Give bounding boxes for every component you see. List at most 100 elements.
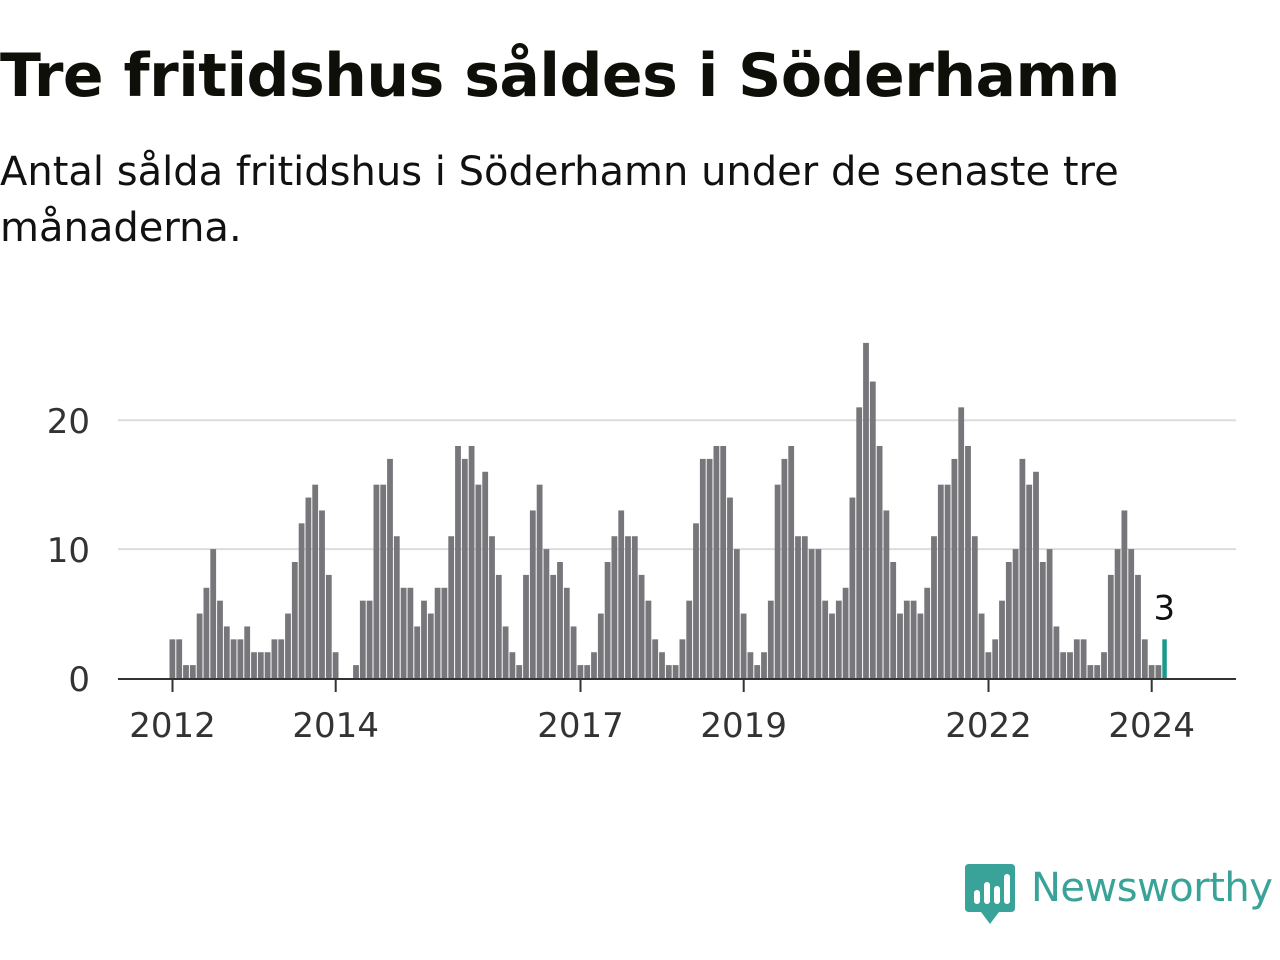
bar bbox=[903, 600, 910, 678]
bar bbox=[604, 562, 611, 678]
bar bbox=[829, 613, 835, 678]
bar bbox=[516, 665, 523, 678]
bar-chart: 0 10 20 2012 2014 2017 2019 2022 2024 3 bbox=[47, 342, 1236, 746]
x-tick-label-2014: 2014 bbox=[292, 706, 379, 746]
bar bbox=[849, 497, 856, 678]
bar bbox=[1128, 549, 1135, 678]
bar bbox=[863, 342, 869, 678]
bar bbox=[434, 587, 441, 678]
bar bbox=[1114, 549, 1121, 678]
bar bbox=[543, 549, 550, 678]
bar bbox=[727, 497, 733, 678]
bar bbox=[257, 652, 264, 678]
bar bbox=[795, 536, 801, 678]
bar bbox=[577, 665, 584, 678]
bar bbox=[917, 613, 924, 678]
bar bbox=[176, 639, 183, 678]
bar bbox=[679, 639, 686, 678]
bar bbox=[999, 600, 1005, 678]
bar bbox=[387, 458, 393, 678]
bar bbox=[842, 587, 849, 678]
bar bbox=[278, 639, 285, 678]
bar bbox=[366, 600, 373, 678]
bar bbox=[495, 574, 502, 678]
bar bbox=[461, 458, 468, 678]
bar bbox=[325, 574, 332, 678]
bar bbox=[754, 665, 761, 678]
bar bbox=[244, 626, 251, 678]
bar bbox=[237, 639, 244, 678]
bar bbox=[557, 562, 563, 678]
bar bbox=[1005, 562, 1012, 678]
bar bbox=[230, 639, 237, 678]
data-labels: 3 bbox=[1153, 588, 1175, 628]
bar bbox=[1060, 652, 1067, 678]
bar bbox=[815, 549, 822, 678]
bar bbox=[427, 613, 434, 678]
bar bbox=[271, 639, 278, 678]
bar bbox=[1073, 639, 1080, 678]
brand-name: Newsworthy bbox=[1031, 865, 1273, 911]
bar bbox=[1162, 639, 1167, 678]
data-label-last: 3 bbox=[1153, 588, 1175, 628]
bar bbox=[597, 613, 604, 678]
y-axis-tick-labels: 0 10 20 bbox=[47, 402, 90, 700]
bar bbox=[672, 665, 679, 678]
bar bbox=[706, 458, 713, 678]
bar bbox=[468, 446, 475, 678]
x-tick-label-2017: 2017 bbox=[537, 706, 624, 746]
bar bbox=[285, 613, 291, 678]
bar bbox=[210, 549, 217, 678]
bar bbox=[305, 497, 312, 678]
bar bbox=[353, 665, 359, 678]
bar bbox=[652, 639, 659, 678]
bar bbox=[393, 536, 400, 678]
bar bbox=[890, 562, 897, 678]
bar bbox=[380, 484, 387, 678]
bar bbox=[978, 613, 985, 678]
x-tick-label-2024: 2024 bbox=[1108, 706, 1195, 746]
bar bbox=[1053, 626, 1060, 678]
bar bbox=[645, 600, 652, 678]
bar bbox=[591, 652, 597, 678]
bar bbox=[448, 536, 455, 678]
bar bbox=[332, 652, 339, 678]
bar bbox=[414, 626, 421, 678]
bar bbox=[455, 446, 461, 678]
y-tick-label-0: 0 bbox=[68, 660, 90, 700]
bar bbox=[1155, 665, 1162, 678]
bar bbox=[937, 484, 944, 678]
bar bbox=[312, 484, 319, 678]
bar bbox=[761, 652, 767, 678]
chart-subtitle: Antal sålda fritidshus i Söderhamn under… bbox=[0, 149, 1119, 251]
bar bbox=[1046, 549, 1053, 678]
bar bbox=[720, 446, 727, 678]
bar bbox=[1039, 562, 1046, 678]
bar bbox=[1012, 549, 1019, 678]
bar bbox=[822, 600, 829, 678]
bar bbox=[482, 471, 489, 678]
bar bbox=[441, 587, 448, 678]
bar bbox=[618, 510, 625, 678]
bar bbox=[489, 536, 495, 678]
x-axis-ticks: 2012 2014 2017 2019 2022 2024 bbox=[129, 679, 1195, 746]
bar bbox=[788, 446, 795, 678]
bar bbox=[924, 587, 931, 678]
bar bbox=[319, 510, 325, 678]
bar bbox=[536, 484, 543, 678]
bar bbox=[217, 600, 223, 678]
bar bbox=[1033, 471, 1039, 678]
bar bbox=[1101, 652, 1107, 678]
chart-title: Tre fritidshus såldes i Söderhamn bbox=[0, 41, 1120, 111]
bar bbox=[359, 600, 366, 678]
bar bbox=[965, 446, 971, 678]
bar bbox=[1080, 639, 1087, 678]
bar bbox=[1087, 665, 1094, 678]
bar bbox=[529, 510, 536, 678]
bar bbox=[659, 652, 665, 678]
bar bbox=[856, 407, 863, 678]
x-tick-label-2019: 2019 bbox=[700, 706, 787, 746]
bar bbox=[203, 587, 210, 678]
bar bbox=[951, 458, 958, 678]
bar bbox=[475, 484, 482, 678]
